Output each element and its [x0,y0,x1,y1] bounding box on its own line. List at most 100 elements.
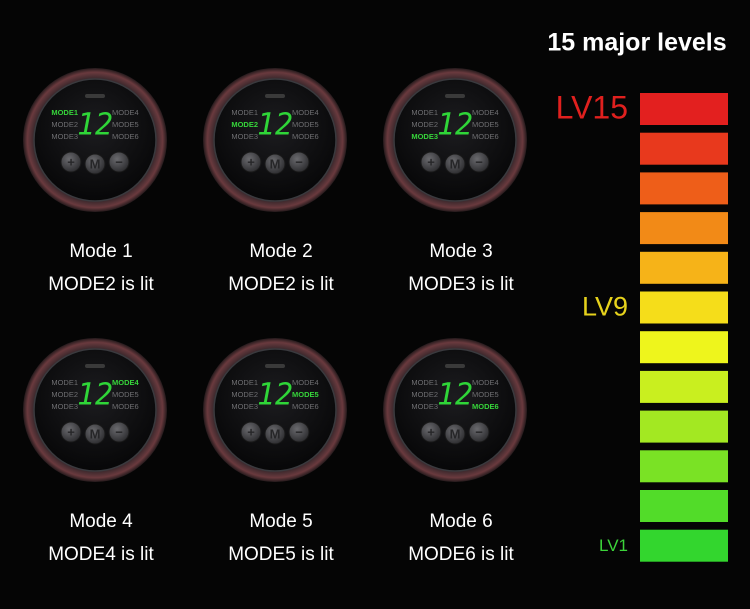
mode-label: MODE3 [51,402,78,411]
level-bar [640,490,728,522]
device-button-label: M [270,426,281,441]
device-status: MODE2 is lit [48,274,154,295]
display-digits: 12 [77,378,113,413]
device-face [33,348,157,472]
display-top-bar [85,364,105,368]
device-button [60,151,82,173]
mode-label: MODE4 [112,108,139,117]
device-button [288,421,310,443]
mode-label: MODE2 [411,390,438,399]
device-button [444,423,466,445]
mode-label: MODE6 [112,402,139,411]
mode-label: MODE1 [411,108,438,117]
device-button [84,423,106,445]
device-face [213,78,337,202]
device-button-label: − [475,424,483,439]
device-status: MODE2 is lit [228,274,334,295]
device-face [393,348,517,472]
level-bar [640,331,728,364]
device-face [393,78,517,202]
device-button [60,421,82,443]
mode-label: MODE6 [292,132,319,141]
mode-label: MODE1 [51,378,78,387]
device-face [33,78,157,202]
mode-label: MODE6 [472,132,499,141]
level-label: LV15 [556,89,628,125]
device-button [108,151,130,173]
device-button [264,423,286,445]
level-bar [640,132,728,165]
device-button-label: M [90,426,101,441]
device-button-label: M [90,156,101,171]
device-button-label: + [247,154,255,169]
mode-label: MODE3 [51,132,78,141]
device-caption: Mode 4 [69,511,133,532]
mode-label: MODE5 [292,120,319,129]
mode-label: MODE1 [411,378,438,387]
level-bar [640,212,728,245]
display-digits: 12 [437,378,473,413]
mode-label: MODE4 [292,378,319,387]
mode-label: MODE3 [411,402,438,411]
mode-label: MODE6 [112,132,139,141]
device-button [420,151,442,173]
device-caption: Mode 5 [249,511,312,532]
display-top-bar [265,364,285,368]
device-button [468,151,490,173]
display-top-bar [445,364,465,368]
level-bar [640,291,728,324]
device-button [444,153,466,175]
mode-label: MODE5 [472,120,499,129]
display-digits: 12 [257,378,293,413]
level-bar [640,410,728,443]
mode-label: MODE5 [472,390,499,399]
level-bar [640,529,728,562]
display-digits: 12 [77,108,113,143]
device-status: MODE5 is lit [228,544,334,565]
mode-label: MODE3 [411,132,438,141]
mode-label: MODE2 [51,120,78,129]
device-button-label: M [270,156,281,171]
level-bar [640,93,728,125]
device-caption: Mode 2 [249,241,312,262]
mode-label: MODE5 [292,390,319,399]
display-top-bar [445,94,465,98]
level-bar [640,450,728,483]
mode-label: MODE6 [472,402,499,411]
device-button-label: + [427,424,435,439]
device-caption: Mode 6 [429,511,492,532]
device-button-label: M [450,156,461,171]
device-button-label: + [247,424,255,439]
display-top-bar [265,94,285,98]
mode-label: MODE4 [292,108,319,117]
display-digits: 12 [437,108,473,143]
device-button [240,151,262,173]
device-button [420,421,442,443]
device-button-label: − [295,424,303,439]
device-status: MODE3 is lit [408,274,514,295]
device-button-label: − [295,154,303,169]
level-label: LV9 [582,292,628,322]
device-button [84,153,106,175]
device-button [108,421,130,443]
level-bar [640,370,728,403]
mode-label: MODE1 [51,108,78,117]
level-label: LV1 [599,536,628,555]
mode-label: MODE6 [292,402,319,411]
device-button-label: − [475,154,483,169]
mode-label: MODE4 [472,108,499,117]
device-caption: Mode 3 [429,241,492,262]
display-digits: 12 [257,108,293,143]
device-button-label: + [67,424,75,439]
mode-label: MODE2 [231,120,258,129]
device-button-label: − [115,154,123,169]
device-caption: Mode 1 [69,241,132,262]
device-status: MODE6 is lit [408,544,514,565]
display-top-bar [85,94,105,98]
